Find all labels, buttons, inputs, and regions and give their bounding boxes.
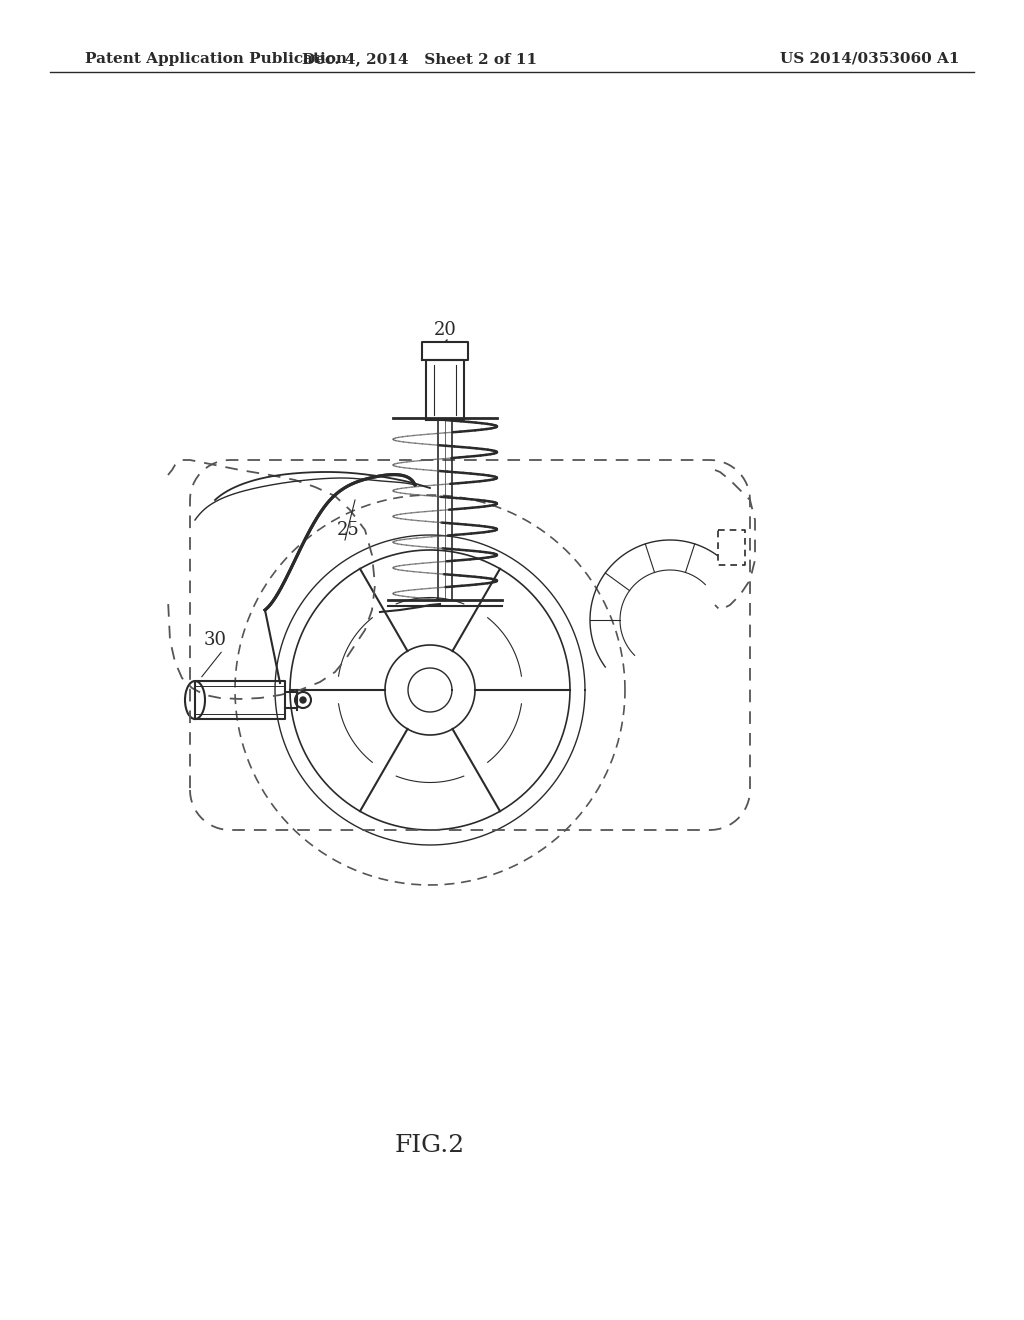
Circle shape xyxy=(300,697,306,704)
Text: Dec. 4, 2014   Sheet 2 of 11: Dec. 4, 2014 Sheet 2 of 11 xyxy=(302,51,538,66)
Text: 25: 25 xyxy=(337,521,359,539)
Text: FIG.2: FIG.2 xyxy=(395,1134,465,1156)
Text: Patent Application Publication: Patent Application Publication xyxy=(85,51,347,66)
Text: 20: 20 xyxy=(433,321,457,339)
Text: US 2014/0353060 A1: US 2014/0353060 A1 xyxy=(780,51,959,66)
Text: 30: 30 xyxy=(204,631,226,649)
